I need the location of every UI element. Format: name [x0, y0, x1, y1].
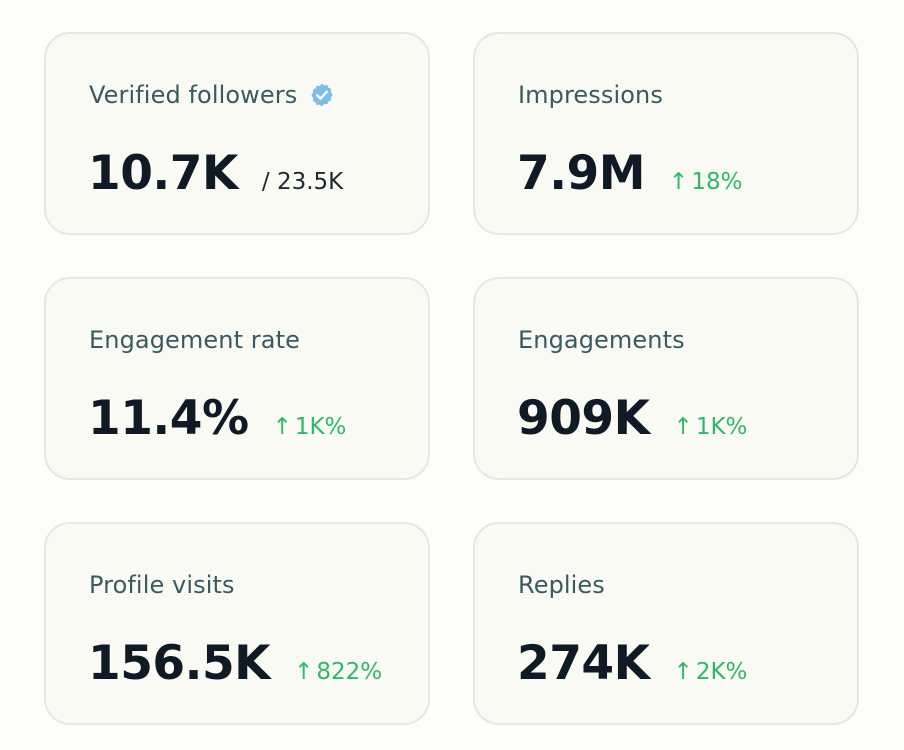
impressions-card[interactable]: Impressions 7.9M ↑ 18%: [473, 32, 859, 235]
card-label: Replies: [518, 571, 605, 599]
verified-followers-label: Verified followers: [89, 81, 298, 109]
delta-value: 2K%: [695, 659, 748, 685]
engagements-delta: ↑ 1K%: [674, 414, 748, 440]
engagements-label: Engagements: [518, 326, 685, 354]
engagement-rate-delta: ↑ 1K%: [273, 414, 347, 440]
verified-followers-value: 10.7K: [88, 146, 238, 201]
delta-value: 18%: [691, 169, 743, 195]
value-row: 7.9M ↑ 18%: [517, 146, 742, 201]
metrics-grid: Verified followers 10.7K / 23.5K Impress…: [44, 32, 859, 725]
delta-value: 1K%: [294, 414, 347, 440]
delta-value: 1K%: [695, 414, 748, 440]
profile-visits-delta: ↑ 822%: [294, 659, 382, 685]
engagement-rate-label: Engagement rate: [89, 326, 300, 354]
arrow-up-icon: ↑: [673, 659, 693, 685]
engagements-card[interactable]: Engagements 909K ↑ 1K%: [473, 277, 859, 480]
card-label: Engagement rate: [89, 326, 300, 354]
replies-delta: ↑ 2K%: [674, 659, 748, 685]
total-followers-value: / 23.5K: [261, 169, 344, 195]
delta-value: 822%: [316, 659, 383, 685]
value-row: 909K ↑ 1K%: [517, 391, 747, 446]
engagement-rate-card[interactable]: Engagement rate 11.4% ↑ 1K%: [44, 277, 430, 480]
card-label: Verified followers: [89, 81, 335, 109]
card-label: Profile visits: [89, 571, 235, 599]
profile-visits-value: 156.5K: [88, 636, 271, 691]
impressions-value: 7.9M: [517, 146, 646, 201]
arrow-up-icon: ↑: [272, 414, 292, 440]
impressions-label: Impressions: [518, 81, 663, 109]
arrow-up-icon: ↑: [673, 414, 693, 440]
verified-badge-icon: [309, 82, 335, 108]
value-row: 11.4% ↑ 1K%: [88, 391, 346, 446]
arrow-up-icon: ↑: [669, 169, 689, 195]
impressions-delta: ↑ 18%: [669, 169, 742, 195]
card-label: Impressions: [518, 81, 663, 109]
replies-value: 274K: [517, 636, 650, 691]
profile-visits-label: Profile visits: [89, 571, 235, 599]
card-label: Engagements: [518, 326, 685, 354]
value-row: 10.7K / 23.5K: [88, 146, 343, 201]
value-row: 156.5K ↑ 822%: [88, 636, 382, 691]
engagements-value: 909K: [517, 391, 650, 446]
replies-card[interactable]: Replies 274K ↑ 2K%: [473, 522, 859, 725]
replies-label: Replies: [518, 571, 605, 599]
value-row: 274K ↑ 2K%: [517, 636, 747, 691]
profile-visits-card[interactable]: Profile visits 156.5K ↑ 822%: [44, 522, 430, 725]
arrow-up-icon: ↑: [294, 659, 314, 685]
verified-followers-card[interactable]: Verified followers 10.7K / 23.5K: [44, 32, 430, 235]
engagement-rate-value: 11.4%: [88, 391, 249, 446]
